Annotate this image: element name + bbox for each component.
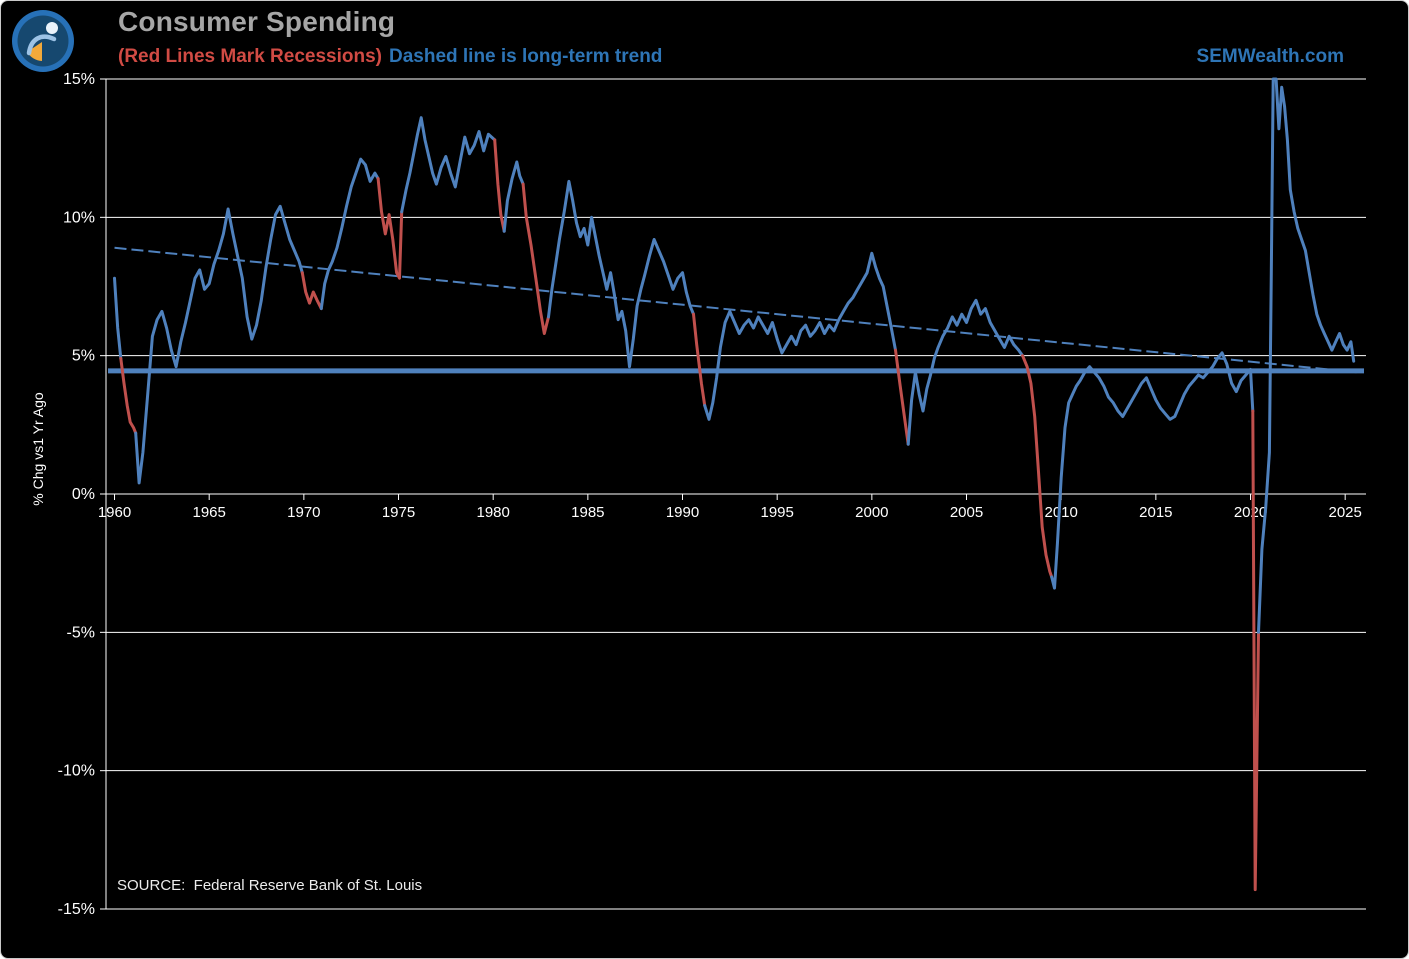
recession-segment [1021, 354, 1054, 579]
recession-segment [692, 312, 707, 407]
spending-line [319, 157, 380, 311]
sem-wealth-logo [12, 10, 74, 72]
subtitle-trend-note: Dashed line is long-term trend [388, 46, 663, 67]
page-title: Consumer Spending [118, 6, 396, 37]
chart-subtitle: (Red Lines Mark Recessions) Dashed line i… [118, 46, 662, 68]
y-tick-label: 0% [72, 486, 95, 503]
spending-line [703, 251, 897, 421]
y-tick-label: -15% [58, 901, 95, 918]
spending-line [547, 179, 695, 369]
x-tick-label: 1970 [287, 504, 320, 521]
y-tick-label: -5% [67, 624, 95, 641]
recession-segment [1251, 409, 1260, 892]
subtitle-recession-note: (Red Lines Mark Recessions) [118, 46, 382, 67]
x-tick-label: 2020 [1234, 504, 1267, 521]
recession-segment [376, 177, 404, 280]
x-tick-label: 2025 [1328, 504, 1361, 521]
y-tick-label: -10% [58, 763, 95, 780]
x-tick-label: 1985 [571, 504, 604, 521]
spending-line [502, 160, 525, 233]
x-tick-label: 2010 [1044, 504, 1077, 521]
x-tick-label: 1990 [666, 504, 699, 521]
x-tick-label: 1995 [760, 504, 793, 521]
spending-line [134, 204, 304, 485]
y-tick-label: 5% [72, 348, 95, 365]
x-tick-label: 1965 [192, 504, 225, 521]
x-tick-label: 1975 [382, 504, 415, 521]
semwealth-link[interactable]: SEMWealth.com [1196, 46, 1344, 67]
logo-wedge [27, 42, 42, 61]
spending-line [400, 116, 497, 214]
spending-line [906, 298, 1025, 446]
recession-segment [521, 182, 550, 335]
x-tick-label: 2015 [1139, 504, 1172, 521]
spending-line [1050, 351, 1255, 590]
x-tick-label: 2000 [855, 504, 888, 521]
recession-segment [300, 271, 323, 311]
source-note: SOURCE: Federal Reserve Bank of St. Loui… [117, 877, 423, 894]
recession-segment [894, 348, 910, 446]
logo-figure-head [46, 22, 58, 34]
x-tick-label: 1960 [98, 504, 131, 521]
y-tick-label: 15% [63, 71, 95, 88]
x-tick-label: 2005 [950, 504, 983, 521]
y-tick-label: 10% [63, 209, 95, 226]
recession-segment [493, 138, 506, 233]
spending-line [113, 276, 123, 360]
logo-figure-swoosh [26, 34, 57, 56]
recession-segment [119, 356, 138, 435]
trend-line [114, 246, 1357, 374]
x-tick-label: 1980 [476, 504, 509, 521]
spending-line [1257, 77, 1356, 634]
